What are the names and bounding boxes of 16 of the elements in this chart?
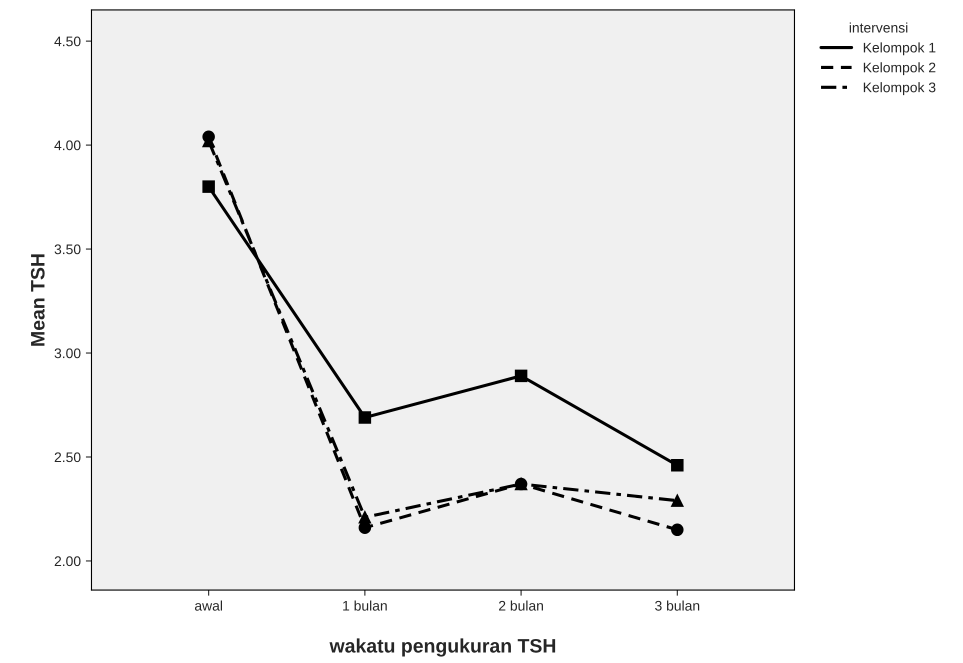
y-tick-label: 2.00 xyxy=(54,556,81,566)
y-tick-label: 4.50 xyxy=(54,36,81,46)
y-tick-label: 3.00 xyxy=(54,348,81,358)
x-tick-label: 1 bulan xyxy=(343,600,387,611)
y-tick-label: 2.50 xyxy=(54,452,81,462)
y-axis-title: Mean TSH xyxy=(30,254,45,346)
legend-label: Kelompok 1 xyxy=(864,42,936,56)
y-tick-label: 3.50 xyxy=(54,244,81,254)
x-tick-label: 2 bulan xyxy=(499,600,543,611)
legend-label: Kelompok 3 xyxy=(864,82,936,96)
x-axis-title: wakatu pengukuran TSH xyxy=(329,638,556,657)
x-tick-label: 3 bulan xyxy=(655,600,700,611)
x-tick-label: awal xyxy=(194,600,222,611)
y-tick-label: 4.00 xyxy=(54,140,81,150)
legend-title: intervensi xyxy=(850,22,908,33)
legend-label: Kelompok 2 xyxy=(864,62,936,76)
